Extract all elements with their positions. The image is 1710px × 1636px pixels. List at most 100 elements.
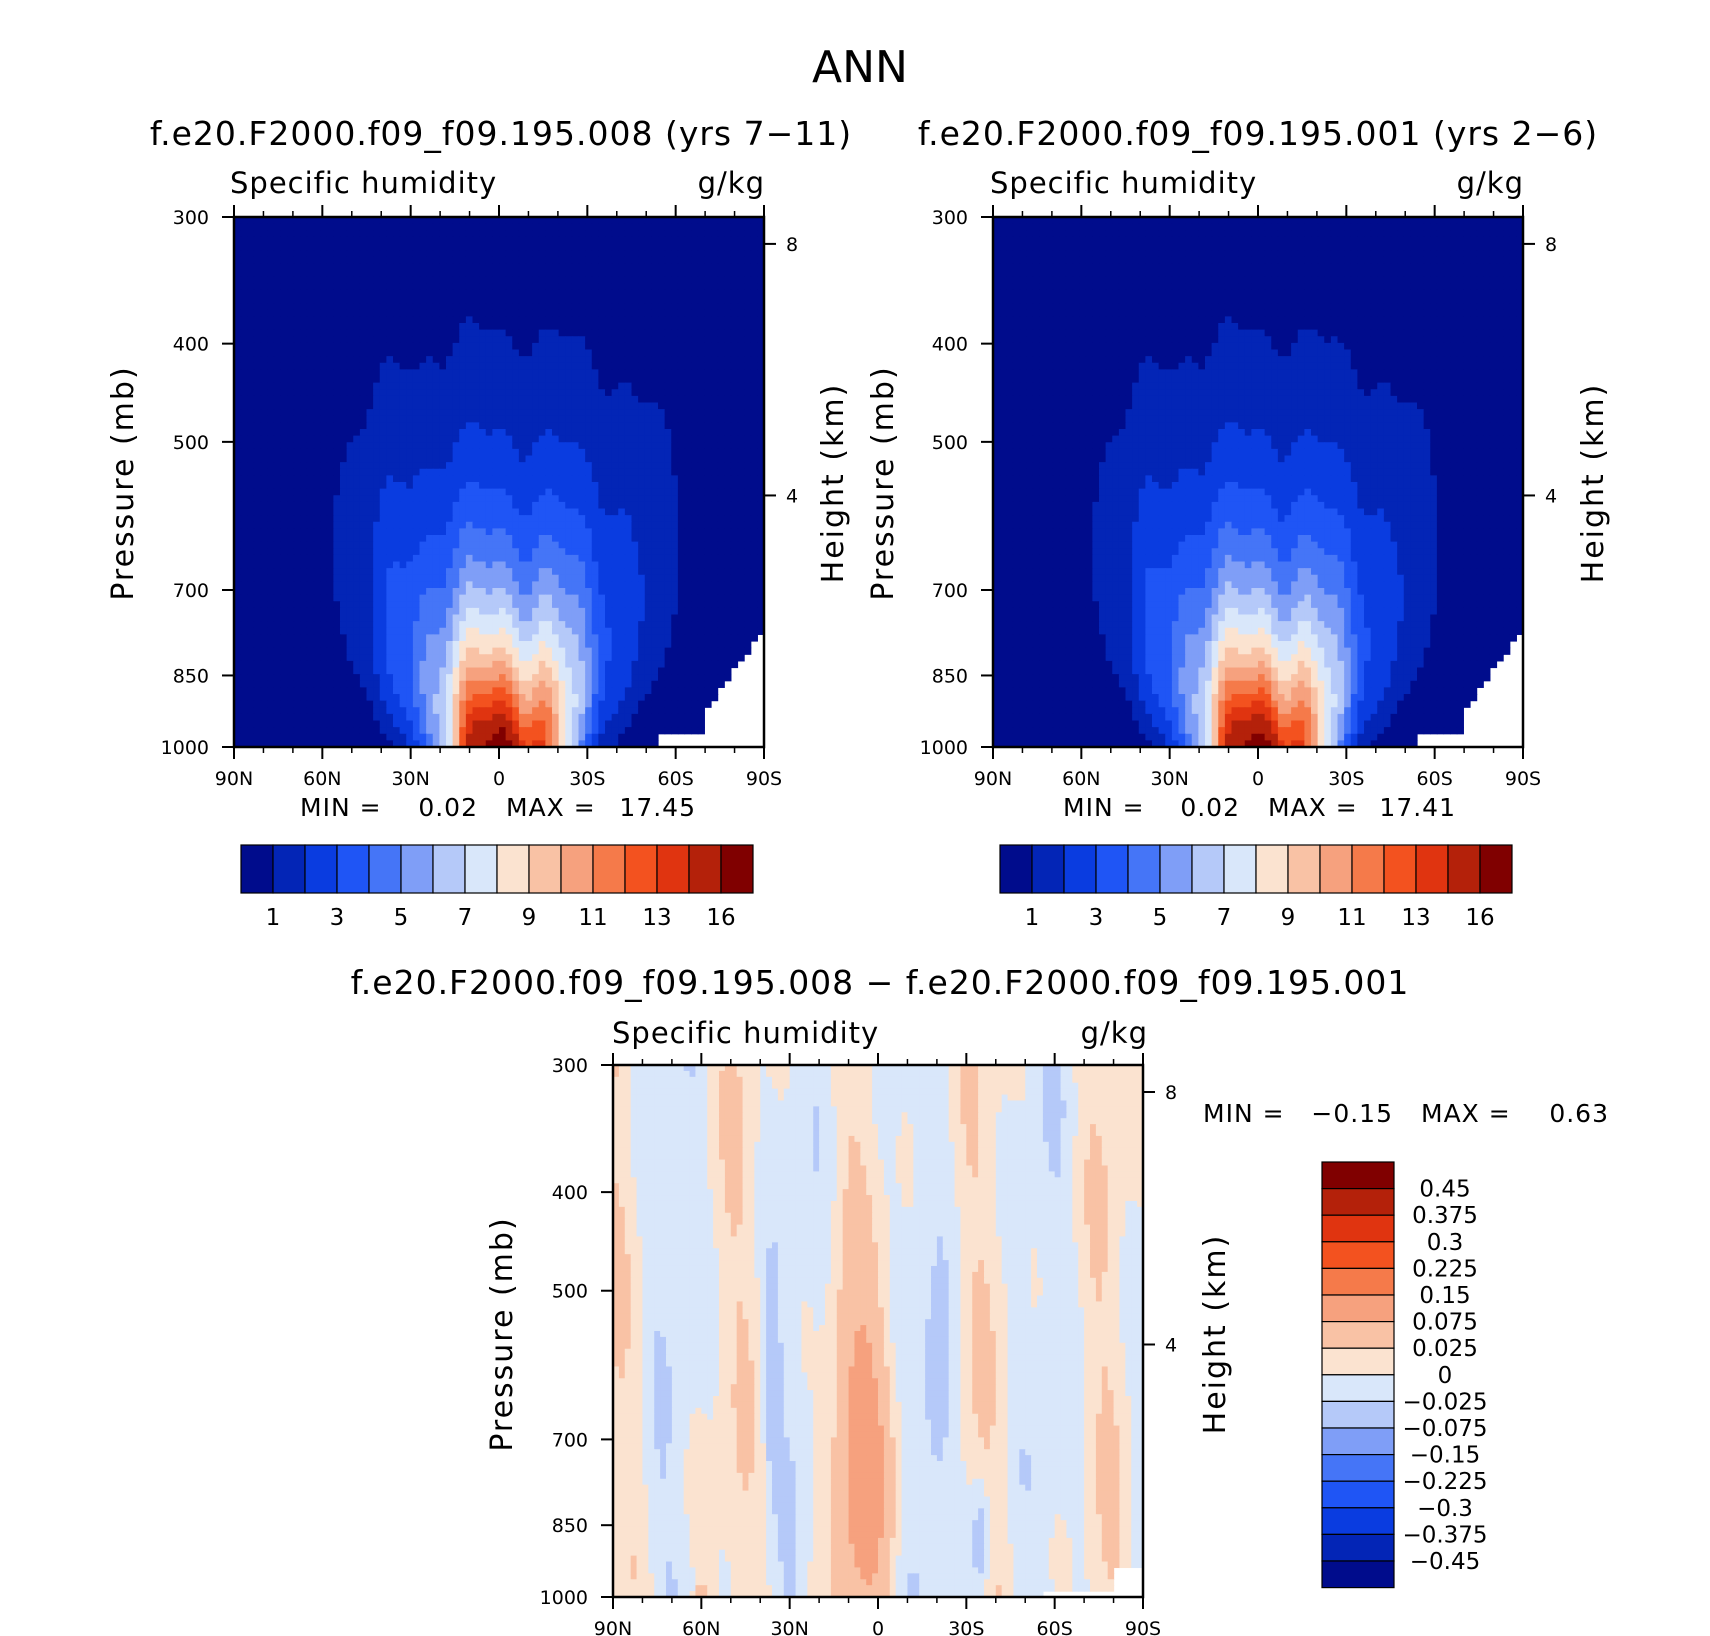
contour-cell [326, 548, 334, 556]
contour-cell [505, 296, 513, 304]
contour-cell [545, 521, 553, 529]
contour-cell [313, 276, 321, 284]
contour-cell [412, 442, 421, 450]
contour-cell [353, 607, 361, 616]
contour-cell [552, 462, 560, 470]
contour-cell [552, 376, 560, 384]
contour-cell [744, 342, 752, 351]
contour-cell [638, 309, 646, 317]
contour-cell [379, 409, 387, 417]
contour-cell [499, 256, 507, 264]
contour-cell [664, 594, 672, 602]
contour-cell [353, 283, 361, 291]
contour-cell [359, 588, 368, 596]
contour-cell [479, 607, 487, 616]
contour-cell [373, 342, 381, 351]
contour-cell [638, 468, 646, 476]
contour-cell [571, 276, 580, 284]
contour-cell [485, 270, 493, 278]
contour-cell [711, 462, 719, 470]
contour-cell [724, 574, 732, 582]
contour-cell [538, 429, 546, 437]
contour-cell [419, 369, 427, 377]
contour-cell [558, 548, 566, 556]
contour-cell [558, 475, 566, 483]
contour-cell [757, 415, 765, 423]
contour-cell [558, 468, 566, 476]
contour-cell [505, 250, 513, 258]
contour-cell [280, 289, 288, 298]
contour-cell [711, 376, 719, 384]
contour-cell [452, 528, 460, 536]
contour-cell [638, 568, 646, 576]
contour-cell [260, 621, 268, 629]
contour-cell [750, 561, 758, 569]
contour-cell [293, 515, 301, 523]
contour-cell [505, 468, 513, 476]
contour-cell [253, 581, 262, 589]
contour-cell [565, 614, 573, 622]
contour-cell [465, 356, 474, 364]
contour-cell [273, 462, 281, 470]
contour-cell [658, 296, 666, 304]
contour-cell [393, 415, 401, 423]
contour-cell [253, 508, 262, 516]
contour-cell [512, 515, 520, 523]
contour-cell [730, 422, 739, 430]
contour-cell [585, 236, 593, 245]
contour-cell [452, 442, 460, 450]
contour-cell [684, 515, 692, 523]
contour-cell [333, 521, 341, 529]
contour-cell [353, 276, 361, 284]
contour-cell [711, 535, 719, 543]
contour-cell [691, 389, 699, 397]
contour-cell [525, 429, 533, 437]
contour-cell [638, 574, 646, 582]
contour-cell [419, 316, 427, 324]
contour-cell [260, 223, 268, 231]
contour-cell [326, 243, 334, 251]
contour-cell [340, 528, 348, 536]
contour-cell [598, 588, 606, 596]
contour-cell [717, 389, 725, 397]
contour-cell [664, 581, 672, 589]
contour-cell [638, 601, 646, 609]
contour-cell [333, 482, 341, 490]
contour-cell [340, 601, 348, 609]
contour-cell [545, 309, 553, 317]
contour-cell [565, 594, 573, 602]
contour-cell [313, 362, 321, 370]
contour-cell [624, 548, 633, 556]
contour-cell [717, 588, 725, 596]
contour-cell [280, 349, 288, 357]
contour-cell [273, 283, 281, 291]
contour-cell [260, 561, 268, 569]
contour-cell [505, 621, 513, 629]
contour-cell [472, 329, 480, 337]
contour-cell [479, 336, 487, 344]
contour-cell [691, 607, 699, 616]
contour-cell [598, 329, 606, 337]
contour-cell [419, 548, 427, 556]
contour-cell [446, 316, 454, 324]
contour-cell [611, 362, 619, 370]
contour-cell [671, 329, 679, 337]
contour-cell [406, 329, 414, 337]
contour-cell [306, 561, 315, 569]
contour-cell [353, 455, 361, 463]
contour-cell [293, 588, 301, 596]
contour-cell [446, 382, 454, 390]
contour-cell [598, 316, 606, 324]
contour-cell [697, 541, 705, 549]
contour-cell [426, 462, 434, 470]
contour-cell [505, 614, 513, 622]
contour-cell [426, 309, 434, 317]
contour-cell [525, 621, 533, 629]
contour-cell [240, 482, 248, 490]
contour-cell [684, 429, 692, 437]
contour-cell [359, 356, 368, 364]
contour-cell [399, 435, 407, 443]
contour-cell [459, 323, 467, 331]
contour-cell [757, 614, 765, 622]
contour-cell [419, 528, 427, 536]
